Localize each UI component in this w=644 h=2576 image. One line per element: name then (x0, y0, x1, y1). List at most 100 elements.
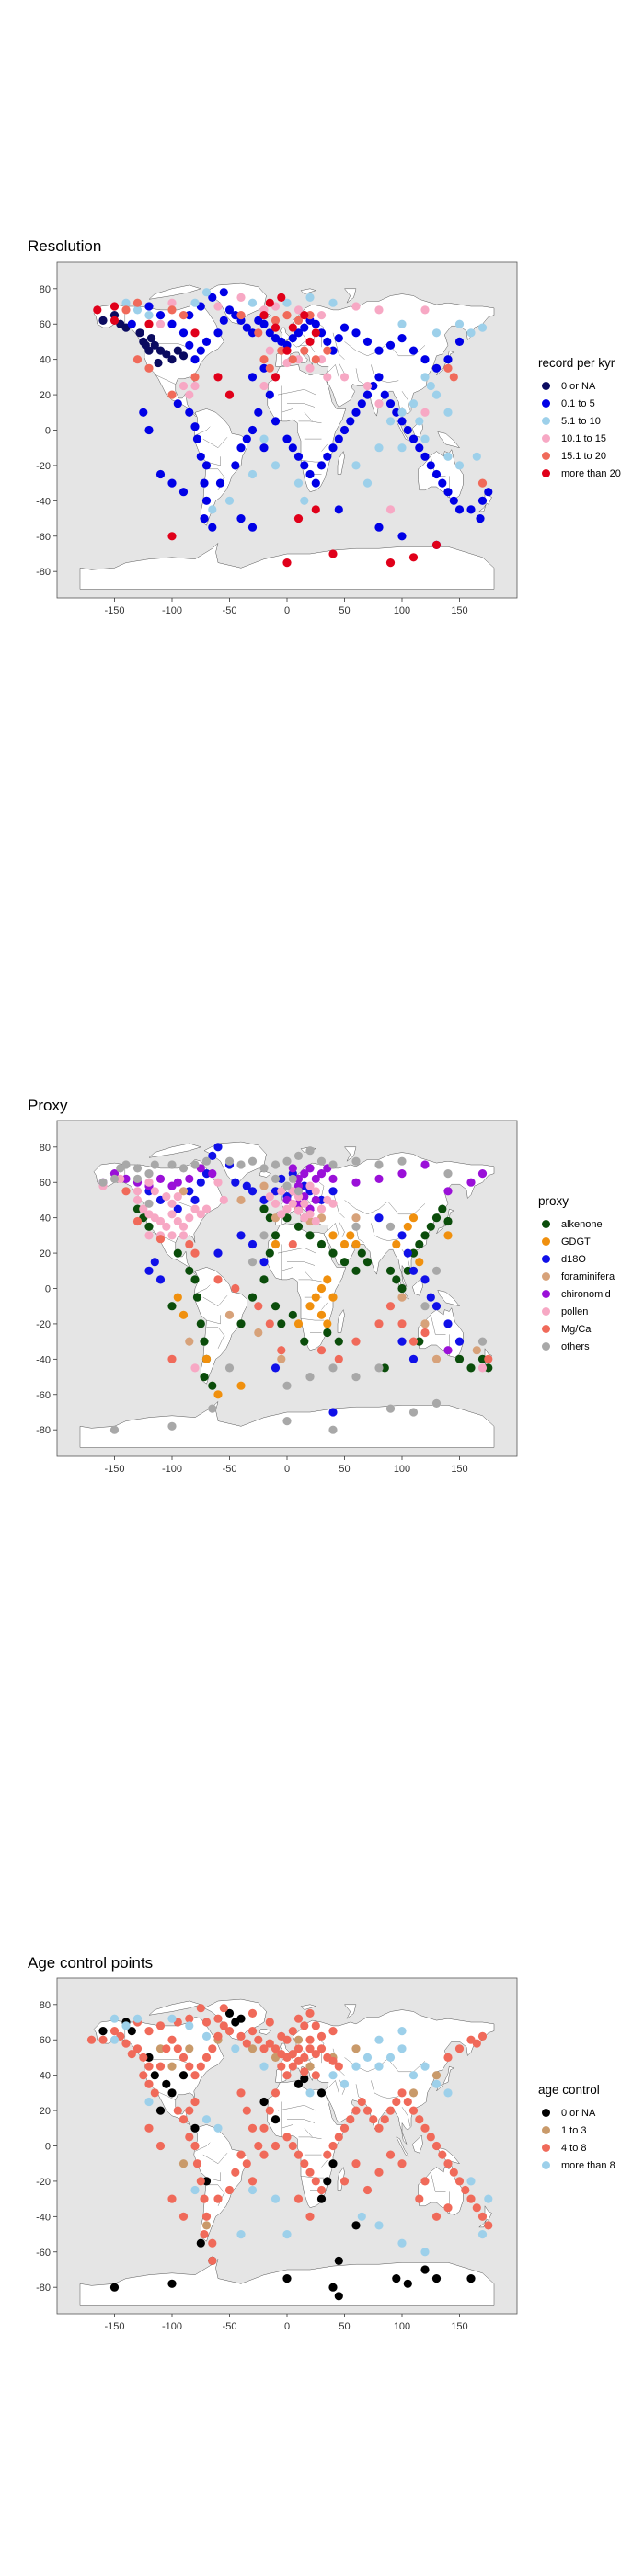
data-point (231, 1178, 240, 1187)
data-point (201, 1354, 212, 1363)
data-point (259, 363, 269, 373)
x-tick-label: 150 (451, 1464, 467, 1475)
data-point (270, 2044, 281, 2053)
x-tick-label: 50 (339, 1464, 350, 1475)
data-point (300, 2159, 309, 2168)
country-border (206, 2184, 225, 2194)
data-point (144, 2062, 154, 2071)
data-point (323, 2150, 332, 2159)
data-point (392, 2274, 401, 2283)
data-point (242, 1181, 251, 1190)
data-point (316, 2044, 327, 2053)
data-point (334, 2062, 343, 2071)
data-point (426, 461, 435, 470)
legend-item: 0.1 to 5 (538, 395, 621, 412)
data-point (167, 1199, 177, 1208)
data-point (431, 328, 442, 338)
data-point (132, 2044, 143, 2053)
country-border (206, 2172, 221, 2182)
data-point (397, 532, 407, 541)
data-point (224, 1156, 235, 1166)
data-point (443, 2159, 453, 2168)
y-tick-label: 60 (40, 2035, 51, 2046)
legend-item: 0 or NA (538, 377, 621, 395)
x-tick-label: 0 (284, 1464, 290, 1475)
legend-item: more than 20 (538, 465, 621, 482)
data-point (293, 2014, 304, 2023)
data-point (351, 461, 361, 470)
legend: proxy alkenone GDGT d18O foraminifera chiron… (538, 1194, 615, 1355)
country-border (387, 1202, 426, 1214)
data-point (328, 1408, 338, 1417)
data-point (403, 2279, 412, 2288)
data-point (454, 461, 465, 470)
data-point (121, 1187, 131, 1196)
data-point (247, 2027, 258, 2036)
data-point (231, 2168, 240, 2177)
data-point (121, 2039, 131, 2048)
data-point (200, 514, 209, 523)
data-point (472, 2039, 481, 2048)
legend-swatch (542, 2109, 550, 2117)
y-tick-label: 0 (45, 1284, 51, 1295)
data-point (351, 1222, 361, 1231)
data-point (293, 514, 304, 523)
data-point (270, 2115, 281, 2124)
data-point (121, 305, 131, 315)
data-point (254, 2035, 263, 2044)
data-point (185, 1239, 194, 1249)
data-point (98, 2027, 108, 2036)
country-border (145, 2059, 192, 2065)
data-point (466, 2194, 476, 2203)
data-point (328, 1231, 338, 1240)
data-point (162, 1222, 171, 1231)
data-point (311, 1195, 320, 1204)
data-point (420, 408, 430, 417)
data-point (247, 2177, 258, 2186)
data-point (213, 1248, 223, 1258)
data-point (305, 337, 315, 346)
data-point (408, 1408, 419, 1417)
data-point (420, 452, 430, 461)
data-point (190, 355, 200, 364)
data-point (213, 2123, 223, 2133)
data-point (247, 1239, 258, 1249)
land-polygon (437, 431, 461, 449)
data-point (167, 2035, 177, 2044)
data-point (293, 1151, 304, 1160)
legend-swatch (542, 1255, 550, 1263)
data-point (293, 328, 304, 338)
resolution-map: -150 -100 -50 0 50 100 150 80 60 40 20 0 -20 -40 -60 -8… (36, 261, 518, 616)
data-point (293, 1222, 304, 1231)
data-point (374, 443, 384, 453)
data-point (362, 337, 373, 346)
country-border (298, 1279, 322, 1282)
data-point (190, 328, 200, 338)
data-point (443, 1216, 453, 1226)
data-point (477, 2031, 488, 2041)
data-point (200, 2194, 209, 2203)
data-point (247, 523, 258, 532)
legend-swatch (542, 1237, 550, 1246)
data-point (270, 2141, 281, 2151)
data-point (282, 1181, 292, 1190)
data-point (98, 1178, 108, 1187)
data-point (178, 2053, 189, 2062)
data-point (196, 346, 205, 355)
data-point (397, 443, 407, 453)
data-point (293, 1187, 304, 1196)
data-point (420, 1302, 430, 1311)
data-point (173, 2106, 182, 2115)
country-border (298, 420, 322, 423)
data-point (328, 1174, 338, 1183)
data-point (351, 328, 361, 338)
land-polygon (300, 2004, 317, 2010)
data-point (351, 2159, 361, 2168)
data-point (300, 496, 309, 505)
legend-swatch (542, 417, 550, 425)
country-border (328, 1223, 339, 1236)
data-point (144, 311, 154, 320)
data-point (109, 2283, 120, 2292)
data-point (265, 2018, 274, 2027)
data-point (155, 1174, 166, 1183)
